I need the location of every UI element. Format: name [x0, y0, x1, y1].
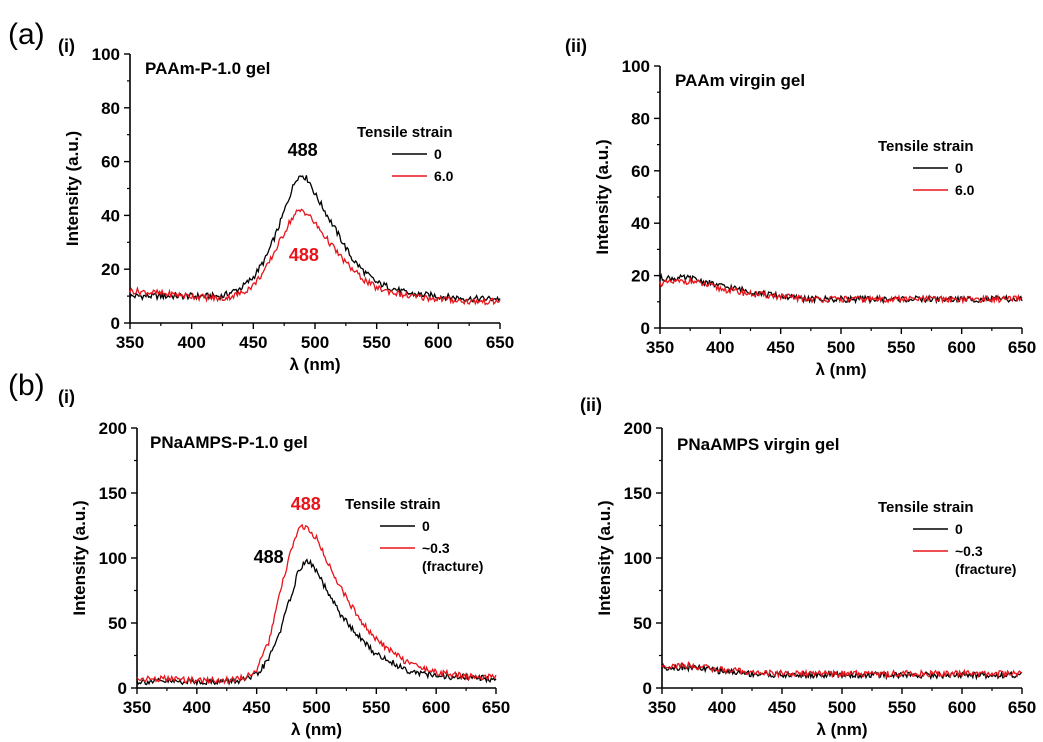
legend-title: Tensile strain [357, 124, 453, 141]
y-tick-label: 20 [101, 260, 120, 279]
x-tick-label: 350 [116, 333, 144, 352]
series-line-0 [136, 558, 497, 687]
y-tick-label: 150 [624, 484, 652, 503]
y-tick-label: 100 [92, 45, 120, 64]
x-tick-label: 450 [766, 338, 794, 357]
x-tick-label: 550 [888, 698, 916, 717]
x-axis-title: λ (nm) [290, 355, 341, 374]
x-axis-title: λ (nm) [816, 360, 867, 379]
sub-label-b-i: (i) [58, 387, 75, 407]
legend-label-1: 6.0 [955, 182, 975, 198]
series-line-0 [661, 661, 1023, 681]
x-tick-label: 450 [239, 333, 267, 352]
x-tick-label: 350 [123, 698, 151, 717]
panel-label-a: (a) [8, 18, 45, 51]
legend-label-1: ~0.3 (fracture) [955, 543, 1016, 577]
x-tick-label: 500 [828, 698, 856, 717]
x-tick-label: 400 [177, 333, 205, 352]
plot-title: PAAm virgin gel [675, 71, 805, 90]
x-tick-label: 400 [706, 338, 734, 357]
series-line-1 [659, 277, 1023, 305]
y-tick-label: 0 [111, 314, 120, 333]
legend-title: Tensile strain [878, 138, 974, 155]
y-tick-label: 80 [101, 99, 120, 118]
x-tick-label: 650 [1008, 698, 1036, 717]
legend-label-0: 0 [955, 160, 963, 176]
legend-label-0: 0 [422, 518, 430, 534]
legend-label-1: 6.0 [434, 168, 454, 184]
sub-label-a-i: (i) [58, 36, 75, 56]
x-tick-label: 400 [183, 698, 211, 717]
x-axis-title: λ (nm) [817, 720, 868, 739]
sub-label-a-ii: (ii) [565, 36, 587, 56]
y-tick-label: 50 [633, 614, 652, 633]
y-axis-title: Intensity (a.u.) [70, 500, 89, 615]
panel-label-b: (b) [8, 369, 45, 402]
y-tick-label: 200 [99, 419, 127, 438]
y-tick-label: 40 [631, 214, 650, 233]
y-tick-label: 60 [631, 162, 650, 181]
x-tick-label: 550 [887, 338, 915, 357]
x-tick-label: 600 [948, 698, 976, 717]
y-tick-label: 40 [101, 206, 120, 225]
x-tick-label: 350 [646, 338, 674, 357]
peak-annotation: 488 [289, 245, 319, 265]
legend-label-0: 0 [434, 146, 442, 162]
x-tick-label: 650 [482, 698, 510, 717]
x-tick-label: 500 [827, 338, 855, 357]
y-tick-label: 0 [641, 319, 650, 338]
y-tick-label: 60 [101, 153, 120, 172]
y-tick-label: 0 [118, 679, 127, 698]
x-tick-label: 500 [301, 333, 329, 352]
series-line-1 [661, 660, 1023, 680]
legend-label-1: ~0.3 (fracture) [422, 540, 483, 574]
y-axis-title: Intensity (a.u.) [595, 500, 614, 615]
x-tick-label: 650 [486, 333, 514, 352]
y-axis-title: Intensity (a.u.) [63, 131, 82, 246]
x-axis-title: λ (nm) [291, 720, 342, 739]
peak-annotation: 488 [291, 494, 321, 514]
x-tick-label: 450 [242, 698, 270, 717]
x-tick-label: 600 [424, 333, 452, 352]
series-line-1 [136, 523, 497, 685]
x-tick-label: 550 [362, 698, 390, 717]
plot-title: PNaAMPS virgin gel [677, 435, 839, 454]
y-tick-label: 50 [108, 614, 127, 633]
peak-annotation: 488 [288, 140, 318, 160]
y-tick-label: 80 [631, 109, 650, 128]
y-tick-label: 200 [624, 419, 652, 438]
peak-annotation: 488 [254, 547, 284, 567]
x-tick-label: 600 [947, 338, 975, 357]
y-tick-label: 100 [99, 549, 127, 568]
chart-b-ii: 350 400 450 500 550 600 650 0 50 100 150 200 λ (nm) I… [595, 419, 1036, 739]
chart-a-i: 350 400 450 500 550 600 650 0 20 40 60 80 100 λ (nm) I… [63, 45, 514, 374]
x-tick-label: 500 [302, 698, 330, 717]
plot-title: PNaAMPS-P-1.0 gel [150, 433, 308, 452]
sub-label-b-ii: (ii) [580, 395, 602, 415]
x-tick-label: 350 [648, 698, 676, 717]
x-tick-label: 600 [422, 698, 450, 717]
y-tick-label: 150 [99, 484, 127, 503]
y-axis-title: Intensity (a.u.) [593, 139, 612, 254]
legend-title: Tensile strain [878, 499, 974, 516]
chart-b-i: 350 400 450 500 550 600 650 0 50 100 150 200 λ (nm) I… [70, 419, 510, 739]
y-tick-label: 100 [624, 549, 652, 568]
legend-title: Tensile strain [345, 496, 441, 513]
x-tick-label: 550 [362, 333, 390, 352]
x-tick-label: 450 [768, 698, 796, 717]
legend-label-0: 0 [955, 521, 963, 537]
x-tick-label: 400 [708, 698, 736, 717]
plot-title: PAAm-P-1.0 gel [145, 59, 270, 78]
chart-a-ii: 350 400 450 500 550 600 650 0 20 40 60 80 100 λ (nm) I… [593, 57, 1036, 379]
series-line-1 [129, 208, 501, 306]
y-tick-label: 0 [643, 679, 652, 698]
x-tick-label: 650 [1008, 338, 1036, 357]
y-tick-label: 20 [631, 267, 650, 286]
y-tick-label: 100 [622, 57, 650, 76]
series-line-0 [129, 175, 501, 304]
